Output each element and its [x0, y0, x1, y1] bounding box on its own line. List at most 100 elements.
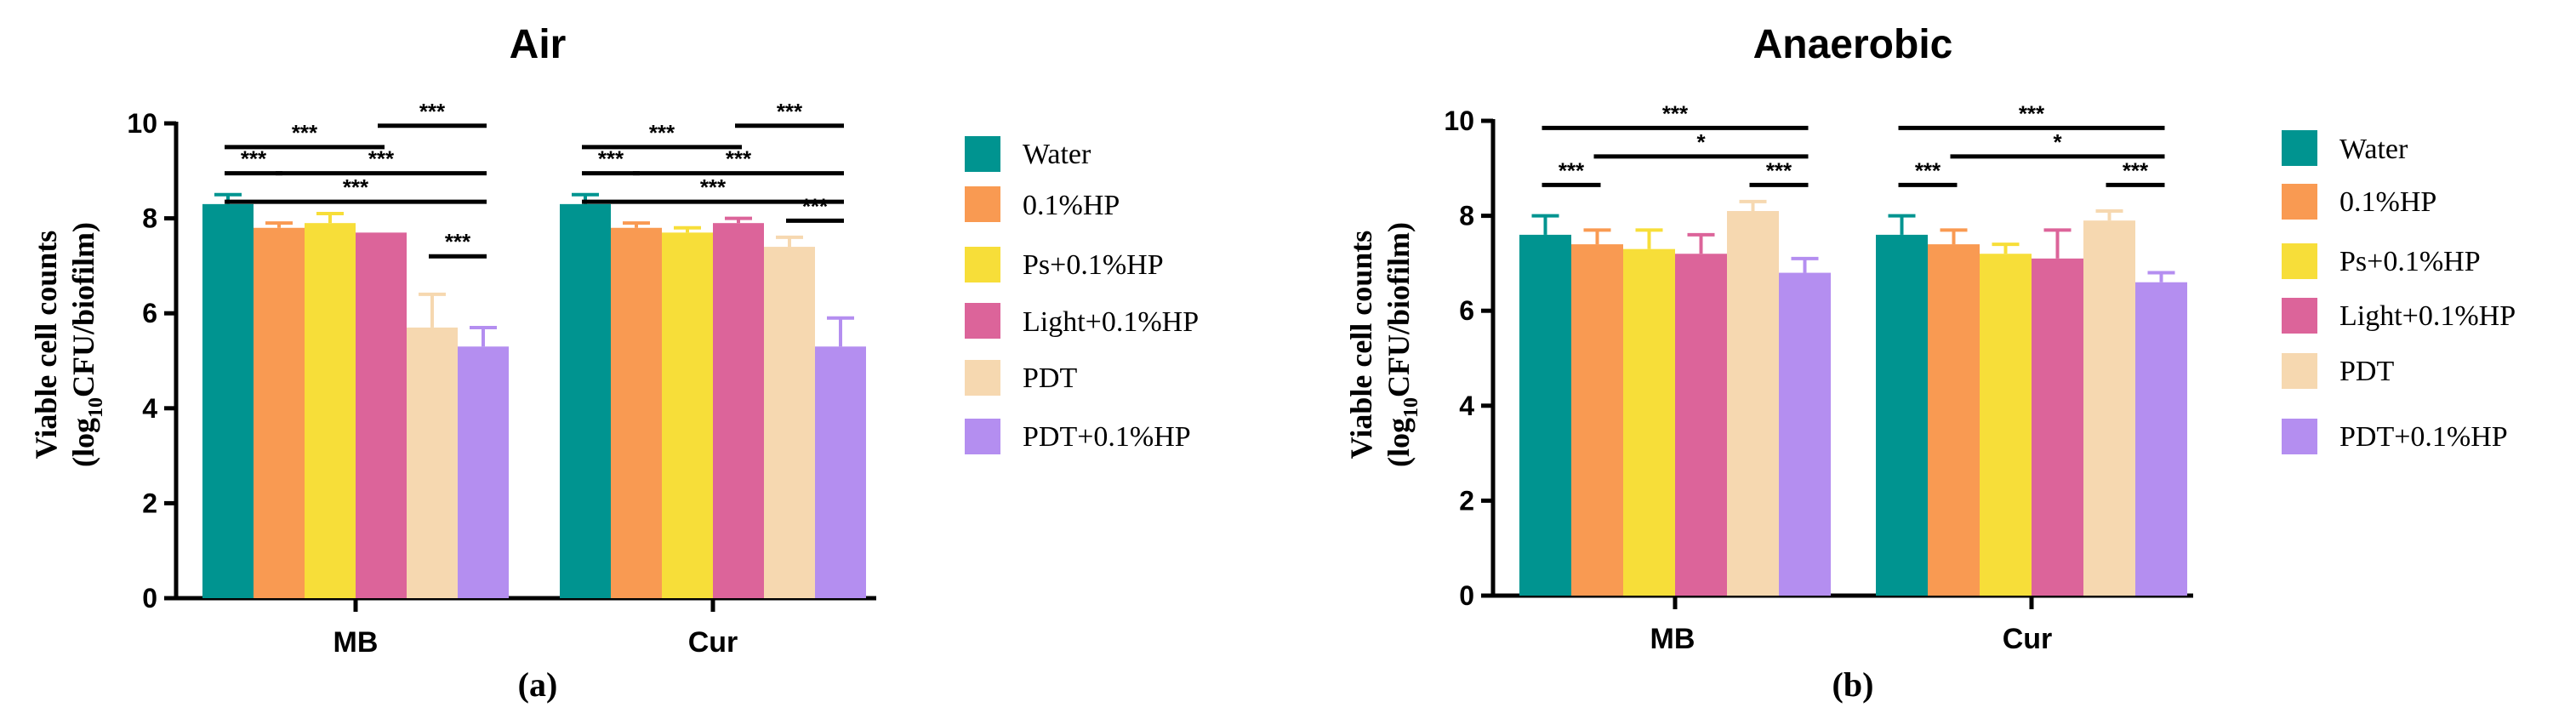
- legend-b-label-water: Water: [2339, 134, 2408, 165]
- panel-a-sig-cur-1-5-label: ***: [726, 146, 752, 172]
- legend-b-label-light-hp: Light+0.1%HP: [2339, 300, 2516, 332]
- panel-b-category-label-mb: MB: [1650, 623, 1695, 655]
- panel-b-sig-mb-4-5-label: ***: [1766, 157, 1792, 183]
- panel-a-y-label-prefix: (log: [66, 418, 100, 467]
- legend-a-swatch-pdt-hp: [965, 419, 1000, 454]
- panel-a-sig-mb-3-5-label: ***: [419, 99, 446, 124]
- panel-a-y-label-line2: (log10CFU/biofilm): [66, 222, 107, 467]
- legend-b-swatch-light-hp: [2282, 298, 2317, 334]
- legend-b-label-hp: 0.1%HP: [2339, 186, 2436, 218]
- panel-a-y-axis-label: Viable cell counts (log10CFU/biofilm): [29, 222, 107, 467]
- panel-a-bar-mb-pdt-0-1pcthp: [458, 346, 509, 598]
- panel-b-sig-mb-1-5-label: *: [1696, 129, 1706, 155]
- panel-b-bar-cur-light-0-1pcthp: [2032, 258, 2083, 596]
- panel-a-y-tick-label-0: 0: [142, 583, 157, 613]
- panel-b-bar-mb-ps-0-1pcthp: [1623, 248, 1675, 596]
- legend-b-swatch-water: [2282, 130, 2317, 166]
- legend-a-label-ps-hp: Ps+0.1%HP: [1023, 249, 1164, 281]
- panel-b-bars: [1519, 199, 2187, 596]
- panel-a-y-tick-label-2: 2: [142, 488, 157, 518]
- panel-a-bar-mb-water: [202, 203, 254, 599]
- panel-a-label: (a): [518, 665, 558, 704]
- legend-b-swatch-hp: [2282, 184, 2317, 220]
- panel-b-title: Anaerobic: [1753, 22, 1953, 67]
- panel-b-legend: Water 0.1%HP Ps+0.1%HP Light+0.1%HP PDT …: [2282, 130, 2516, 454]
- panel-b-y-label-prefix: (log: [1382, 418, 1416, 467]
- panel-b-bar-cur-0-1pcthp: [1928, 244, 1980, 596]
- panel-b: Anaerobic Viable cell counts (log10CFU/b…: [1344, 22, 2516, 704]
- panel-a-bar-mb-0-1pcthp: [254, 227, 305, 598]
- panel-a-bar-mb-light-0-1pcthp: [356, 232, 407, 598]
- legend-b-label-ps-hp: Ps+0.1%HP: [2339, 246, 2481, 277]
- panel-a-category-label-mb: MB: [333, 626, 379, 659]
- panel-a-bar-cur-0-1pcthp: [611, 227, 662, 598]
- panel-b-sig-mb-0-5-label: ***: [1662, 100, 1689, 126]
- panel-b-category-label-cur: Cur: [2003, 623, 2053, 655]
- panel-b-bar-mb-water: [1519, 234, 1571, 596]
- panel-a-bar-mb-ps-0-1pcthp: [305, 223, 356, 598]
- panel-a-legend: Water 0.1%HP Ps+0.1%HP Light+0.1%HP PDT …: [965, 136, 1199, 454]
- panel-a-bar-cur-pdt-0-1pcthp: [815, 346, 866, 598]
- panel-a-y-tick-label-8: 8: [142, 203, 157, 234]
- legend-b-label-pdt: PDT: [2339, 356, 2394, 387]
- panel-a-y-tick-label-4: 4: [142, 393, 157, 424]
- panel-b-significance: ******* ********** ***: [1542, 100, 2165, 187]
- legend-b-swatch-pdt-hp: [2282, 419, 2317, 454]
- panel-b-sig-cur-0-1-label: ***: [1915, 157, 1941, 183]
- panel-a-y-label-line1: Viable cell counts: [29, 231, 63, 459]
- panel-b-sig-mb-0-1-label: ***: [1559, 157, 1585, 183]
- panel-b-y-tick-label-2: 2: [1459, 485, 1474, 516]
- panel-b-y-tick-label-8: 8: [1459, 201, 1474, 231]
- panel-a-bar-cur-ps-0-1pcthp: [662, 232, 713, 598]
- panel-a-category-label-cur: Cur: [688, 626, 738, 659]
- legend-a-label-water: Water: [1023, 139, 1091, 170]
- panel-a-bar-cur-water: [560, 203, 611, 599]
- panel-b-sig-cur-0-5-label: ***: [2019, 100, 2045, 126]
- panel-a-sig-mb-0-3-label: ***: [292, 120, 318, 146]
- legend-a-label-hp: 0.1%HP: [1023, 190, 1120, 221]
- panel-b-bar-cur-ps-0-1pcthp: [1980, 254, 2032, 596]
- panel-a-sig-cur-4-5-label: ***: [802, 193, 829, 219]
- legend-a-swatch-water: [965, 136, 1000, 172]
- panel-b-y-tick-label-10: 10: [1444, 106, 1474, 136]
- legend-a-swatch-hp: [965, 186, 1000, 222]
- panel-b-bar-cur-pdt-0-1pcthp: [2135, 282, 2187, 596]
- legend-b-label-pdt-hp: PDT+0.1%HP: [2339, 421, 2508, 453]
- panel-b-y-tick-label-4: 4: [1459, 391, 1474, 421]
- panel-a-sig-cur-0-5-label: ***: [700, 174, 727, 200]
- legend-a-label-pdt-hp: PDT+0.1%HP: [1023, 421, 1191, 453]
- panel-b-y-label-sub: 10: [1400, 397, 1422, 418]
- panel-b-sig-cur-1-5-label: *: [2053, 129, 2062, 155]
- panel-a-title: Air: [510, 22, 567, 67]
- panel-b-bar-cur-pdt: [2083, 220, 2135, 596]
- panel-b-y-label-line1: Viable cell counts: [1344, 231, 1378, 459]
- panel-b-y-label-line2: (log10CFU/biofilm): [1382, 222, 1422, 467]
- panel-a-sig-cur-0-3-label: ***: [649, 120, 675, 146]
- panel-b-y-tick-label-6: 6: [1459, 295, 1474, 326]
- panel-b-bar-mb-pdt: [1727, 211, 1779, 596]
- panel-a: Air Viable cell counts (log10CFU/biofilm…: [29, 22, 1199, 704]
- legend-a-label-pdt: PDT: [1023, 362, 1077, 394]
- panel-b-bar-mb-pdt-0-1pcthp: [1779, 272, 1831, 596]
- panel-a-y-tick-label-6: 6: [142, 298, 157, 328]
- panel-b-label: (b): [1832, 665, 1874, 704]
- panel-b-bar-mb-0-1pcthp: [1571, 244, 1623, 596]
- panel-a-y-tick-label-10: 10: [127, 108, 157, 139]
- legend-a-swatch-light-hp: [965, 303, 1000, 339]
- panel-b-y-tick-label-0: 0: [1459, 580, 1474, 611]
- legend-a-swatch-pdt: [965, 360, 1000, 396]
- panel-a-sig-cur-3-5-label: ***: [777, 99, 803, 124]
- panel-a-sig-mb-0-5-label: ***: [343, 174, 369, 200]
- panel-a-significance: ************************************: [225, 99, 844, 259]
- panel-b-bar-cur-water: [1876, 234, 1928, 596]
- panel-a-y-label-sub: 10: [85, 397, 107, 418]
- panel-a-sig-mb-1-5-label: ***: [368, 146, 395, 172]
- panel-a-bars: [202, 192, 866, 599]
- panel-a-sig-cur-0-1-label: ***: [598, 146, 624, 172]
- legend-a-swatch-ps-hp: [965, 247, 1000, 282]
- panel-a-bar-cur-pdt: [764, 247, 815, 598]
- panel-b-y-label-suffix: CFU/biofilm): [1382, 222, 1416, 397]
- panel-b-y-axis-label: Viable cell counts (log10CFU/biofilm): [1344, 222, 1422, 467]
- panel-a-bar-mb-pdt: [407, 327, 458, 598]
